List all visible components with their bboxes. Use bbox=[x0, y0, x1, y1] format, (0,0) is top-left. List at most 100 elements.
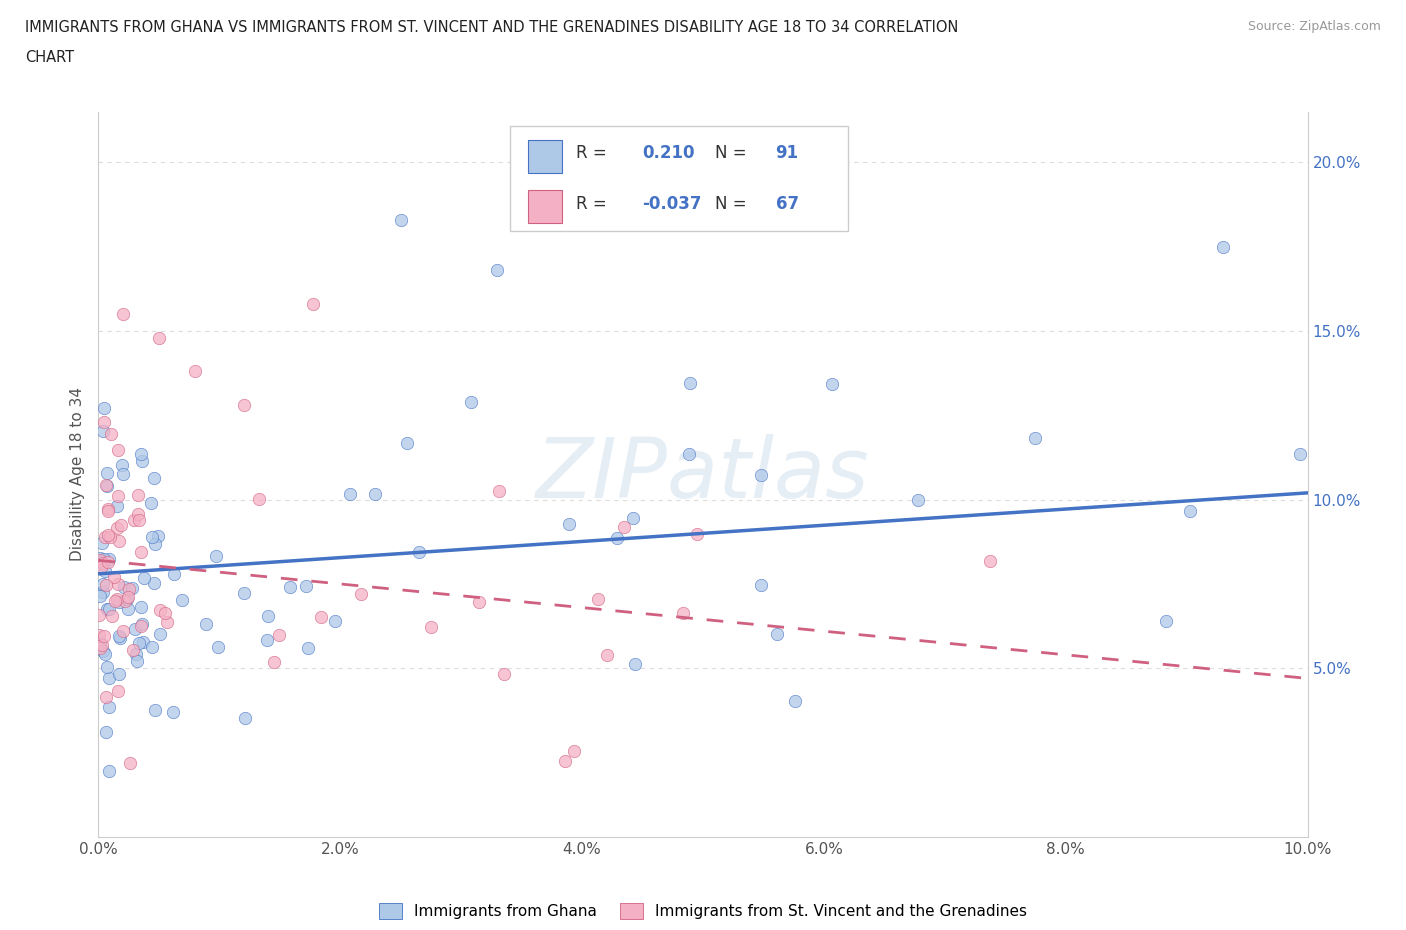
Point bbox=[205, 549, 228, 564]
Point bbox=[678, 446, 700, 461]
Point bbox=[110, 518, 132, 533]
Point bbox=[107, 594, 129, 609]
Point bbox=[104, 593, 127, 608]
Point bbox=[907, 492, 929, 507]
Point bbox=[118, 756, 141, 771]
Point bbox=[131, 634, 153, 649]
Point bbox=[1288, 446, 1310, 461]
Point bbox=[96, 602, 118, 617]
Point bbox=[117, 602, 139, 617]
Point bbox=[267, 627, 290, 642]
Point bbox=[98, 529, 121, 544]
Point bbox=[89, 607, 111, 622]
Point bbox=[125, 653, 148, 668]
Point bbox=[613, 519, 636, 534]
Point bbox=[117, 590, 139, 604]
Point bbox=[97, 602, 120, 617]
Point bbox=[122, 643, 145, 658]
Point bbox=[149, 603, 172, 618]
Point bbox=[749, 468, 772, 483]
Point bbox=[91, 585, 114, 600]
Point bbox=[149, 627, 172, 642]
Point bbox=[89, 553, 111, 568]
Point bbox=[91, 638, 114, 653]
Point bbox=[128, 635, 150, 650]
Text: Source: ZipAtlas.com: Source: ZipAtlas.com bbox=[1247, 20, 1381, 33]
Point bbox=[94, 646, 117, 661]
Point bbox=[93, 551, 115, 566]
Point bbox=[128, 512, 150, 527]
Point bbox=[112, 623, 135, 638]
Text: R =: R = bbox=[576, 144, 607, 162]
Text: -0.037: -0.037 bbox=[643, 195, 702, 213]
Point bbox=[94, 478, 117, 493]
Point bbox=[1154, 614, 1177, 629]
Point bbox=[107, 577, 129, 591]
Point bbox=[108, 533, 131, 548]
Point bbox=[141, 529, 163, 544]
Point bbox=[129, 600, 152, 615]
Legend: Immigrants from Ghana, Immigrants from St. Vincent and the Grenadines: Immigrants from Ghana, Immigrants from S… bbox=[371, 896, 1035, 926]
Point bbox=[90, 559, 112, 574]
Point bbox=[97, 502, 120, 517]
Point bbox=[408, 545, 430, 560]
Point bbox=[96, 479, 118, 494]
Point bbox=[93, 400, 115, 415]
Point bbox=[420, 619, 443, 634]
Point bbox=[624, 657, 647, 671]
Point bbox=[96, 724, 118, 739]
Point bbox=[111, 307, 134, 322]
Point bbox=[98, 551, 121, 566]
Point bbox=[350, 587, 373, 602]
Point bbox=[111, 458, 134, 472]
Point bbox=[153, 606, 176, 621]
Point bbox=[141, 640, 163, 655]
Point bbox=[129, 618, 152, 633]
Point bbox=[108, 629, 131, 644]
Point bbox=[124, 646, 146, 661]
Point bbox=[256, 632, 278, 647]
Point bbox=[143, 537, 166, 551]
Point bbox=[557, 516, 579, 531]
Point bbox=[100, 427, 122, 442]
Point bbox=[1024, 431, 1046, 445]
Point bbox=[460, 395, 482, 410]
Point bbox=[91, 535, 114, 550]
Point bbox=[89, 551, 111, 565]
Point bbox=[107, 443, 129, 458]
Point bbox=[115, 591, 138, 606]
Point bbox=[122, 512, 145, 527]
Point bbox=[765, 626, 787, 641]
Point bbox=[297, 640, 319, 655]
Point bbox=[263, 654, 285, 669]
Point bbox=[162, 566, 184, 581]
Y-axis label: Disability Age 18 to 34: Disability Age 18 to 34 bbox=[69, 387, 84, 562]
Point bbox=[129, 446, 152, 461]
Point bbox=[111, 467, 134, 482]
Point bbox=[621, 511, 644, 525]
Point bbox=[98, 671, 121, 685]
Point bbox=[108, 666, 131, 681]
Point bbox=[783, 694, 806, 709]
Point bbox=[389, 212, 412, 227]
Text: 0.210: 0.210 bbox=[643, 144, 695, 162]
Point bbox=[94, 564, 117, 578]
Point bbox=[97, 504, 120, 519]
Point bbox=[562, 744, 585, 759]
Point bbox=[96, 659, 118, 674]
Text: N =: N = bbox=[716, 195, 747, 213]
Text: 67: 67 bbox=[776, 195, 799, 213]
Point bbox=[749, 578, 772, 592]
Point bbox=[184, 364, 207, 379]
Point bbox=[93, 629, 115, 644]
Point bbox=[114, 593, 136, 608]
Point bbox=[105, 521, 128, 536]
Point bbox=[129, 545, 152, 560]
Point bbox=[89, 641, 111, 656]
Point bbox=[979, 553, 1001, 568]
Text: CHART: CHART bbox=[25, 50, 75, 65]
FancyBboxPatch shape bbox=[509, 126, 848, 232]
Point bbox=[1212, 239, 1234, 254]
Point bbox=[821, 377, 844, 392]
Point bbox=[595, 647, 617, 662]
